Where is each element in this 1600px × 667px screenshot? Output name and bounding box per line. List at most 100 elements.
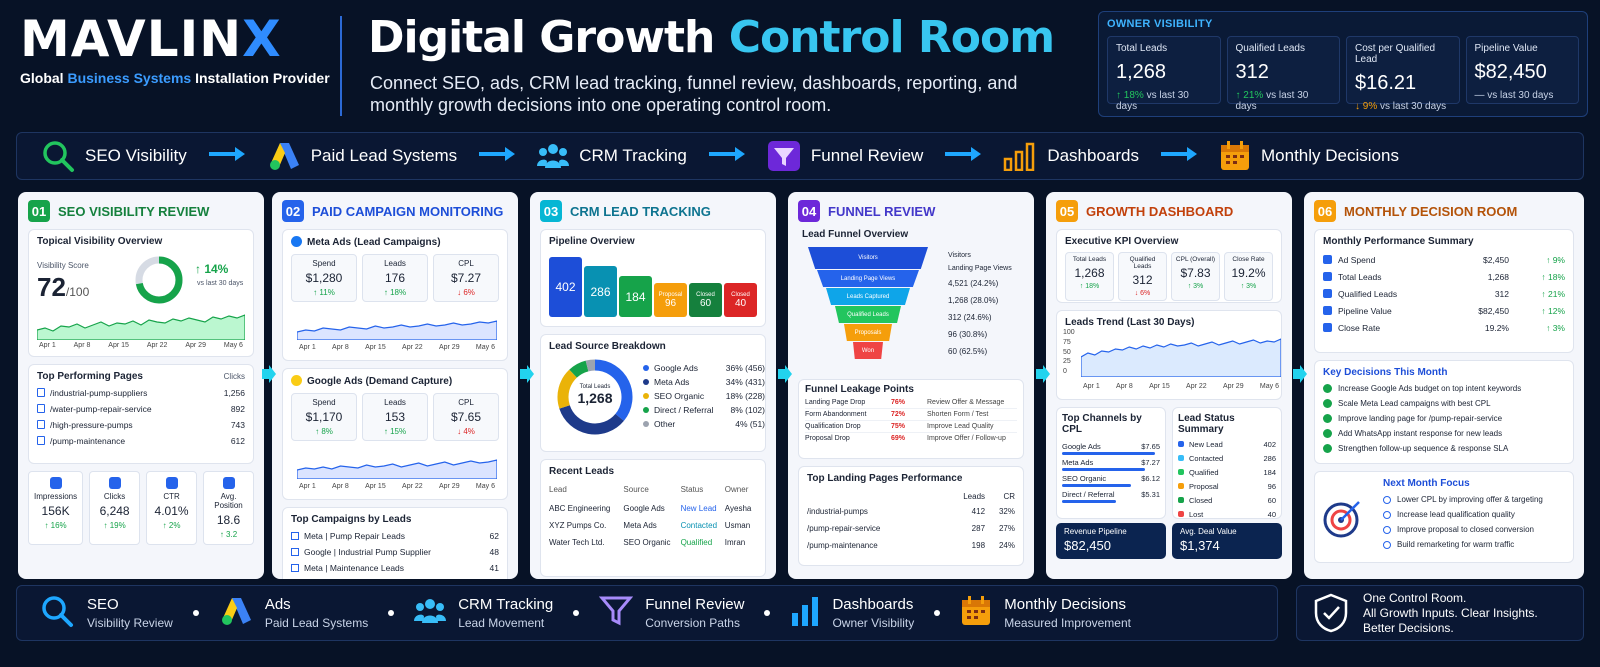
lead-funnel-panel: Lead Funnel Overview Visitors Landing Pag… xyxy=(798,229,1024,379)
metric-label: Leads xyxy=(384,398,406,407)
landing-page: /industrial-pumps xyxy=(807,507,868,516)
date-tick: Apr 15 xyxy=(365,483,386,490)
kpi-delta-value: ↑ 18% xyxy=(1116,90,1144,101)
focus-item: Increase lead qualification quality xyxy=(1383,507,1565,522)
kpi-delta-value: — xyxy=(1474,90,1485,101)
decision-text: Increase Google Ads budget on top intent… xyxy=(1338,384,1522,393)
separator-dot xyxy=(388,610,395,616)
card-number: 02 xyxy=(282,200,304,222)
summary-delta: ↑ 18% xyxy=(1541,271,1565,282)
funnel-stage-label: Landing Page Views xyxy=(840,275,896,282)
recent-leads-table: Lead Source Status Owner ABC Engineering Goog… xyxy=(549,483,757,551)
card-number: 06 xyxy=(1314,200,1336,222)
summary-label-wrap: Ad Spend xyxy=(1323,254,1443,265)
bottom-item-title: CRM Tracking xyxy=(458,596,554,613)
owner-kpi-card: Total Leads 1,268 ↑ 18% vs last 30 days xyxy=(1107,36,1221,112)
lead-cell: ABC Engineering xyxy=(549,504,611,513)
page-path: /industrial-pump-suppliers xyxy=(50,388,148,398)
bottom-item-title: Monthly Decisions xyxy=(1004,596,1126,613)
lead-cell: Qualified xyxy=(680,538,713,547)
revenue-pipeline-tile: Revenue Pipeline $82,450 xyxy=(1056,523,1166,559)
page-clicks: 892 xyxy=(230,404,245,414)
table-row[interactable]: Meta | Maintenance Leads 41 xyxy=(291,560,499,576)
y-tick: 100 xyxy=(1063,329,1075,336)
donut-slice xyxy=(569,360,589,378)
leak-action: Shorten Form / Test xyxy=(927,411,989,418)
monthly-summary-panel: Monthly Performance Summary Ad Spend $2,4… xyxy=(1314,229,1574,353)
status-label: Proposal xyxy=(1189,481,1219,491)
connector-arrow-icon xyxy=(520,365,534,383)
exec-kpi-tile: Total Leads 1,268 ↑ 18% xyxy=(1065,252,1114,301)
table-row[interactable]: Google | Industrial Pump Supplier 48 xyxy=(291,544,499,560)
channel-row: Meta Ads $7.27 xyxy=(1062,455,1160,468)
calendar-icon xyxy=(1219,140,1251,172)
table-row[interactable]: /pump-maintenance 198 24% xyxy=(807,537,1015,554)
kpi-delta: ↑ 21% vs last 30 days xyxy=(1236,90,1332,112)
kpi-label: Pipeline Value xyxy=(1474,43,1538,54)
page-link[interactable]: /industrial-pump-suppliers xyxy=(37,388,147,398)
kpi-value: $82,450 xyxy=(1474,61,1547,83)
legend-row: Meta Ads 34% (431) xyxy=(643,375,765,389)
channel-name: Direct / Referral xyxy=(1062,490,1115,499)
legend-row: Google Ads 36% (456) xyxy=(643,361,765,375)
page-link[interactable]: /water-pump-repair-service xyxy=(37,404,152,414)
connector-arrow-icon xyxy=(1036,365,1050,383)
kpi-value: 18.6 xyxy=(216,513,241,527)
panel-title: Key Decisions This Month xyxy=(1323,367,1448,378)
stage-value: 40 xyxy=(734,297,747,309)
bottom-item: Monthly Decisions Measured Improvement xyxy=(960,595,1131,632)
card-seo-visibility-review: 01 SEO VISIBILITY REVIEW Topical Visibili… xyxy=(18,192,264,579)
channel-cpl: $5.31 xyxy=(1141,490,1160,499)
panel-title: Pipeline Overview xyxy=(549,236,635,247)
page-link[interactable]: /pump-maintenance xyxy=(37,436,125,446)
table-row[interactable]: Meta | Pump Repair Leads 62 xyxy=(291,528,499,544)
table-row[interactable]: ABC Engineering Google Ads New Lead Ayesha xyxy=(549,500,757,517)
page-link[interactable]: /high-pressure-pumps xyxy=(37,420,133,430)
kpi-label: CPL (Overall) xyxy=(1175,256,1216,263)
funnel-stage-value: 60 (62.5%) xyxy=(948,347,988,356)
leads-trend-panel: Leads Trend (Last 30 Days) 100 75 50 25 0 Ap… xyxy=(1056,310,1282,400)
funnel-stage-label: Visitors xyxy=(858,255,878,261)
key-decisions-panel: Key Decisions This Month Increase Google… xyxy=(1314,360,1574,464)
search-icon xyxy=(39,593,75,634)
landing-pages-table: Leads CR/industrial-pumps 412 32%/pump-repa… xyxy=(807,490,1015,554)
date-tick: May 6 xyxy=(223,342,243,349)
separator-dot xyxy=(934,610,941,616)
focus-text: Improve proposal to closed conversion xyxy=(1397,525,1534,534)
bottom-item-text: Funnel Review Conversion Paths xyxy=(645,596,744,630)
panel-title: Executive KPI Overview xyxy=(1065,236,1179,247)
bottom-item-text: CRM Tracking Lead Movement xyxy=(458,596,553,630)
metric-label: CPL xyxy=(458,398,474,407)
date-tick: Apr 8 xyxy=(332,483,349,490)
channel-name: Google Ads xyxy=(1062,442,1101,451)
table-row[interactable]: /industrial-pumps 412 32% xyxy=(807,503,1015,520)
legend-dot xyxy=(643,379,649,385)
status-count: 40 xyxy=(1267,509,1276,519)
visibility-score-ring xyxy=(135,256,183,304)
table-row[interactable]: XYZ Pumps Co. Meta Ads Contacted Usman xyxy=(549,517,757,534)
y-tick: 50 xyxy=(1063,348,1071,356)
pipeline-stage: 286 xyxy=(584,266,617,317)
score-label: Visibility Score xyxy=(37,261,89,270)
kpi-value: $7.83 xyxy=(1180,266,1211,280)
campaign-leads: 62 xyxy=(489,531,499,541)
date-tick: Apr 22 xyxy=(1186,383,1207,390)
table-row[interactable]: Water Tech Ltd. SEO Organic Qualified Imran xyxy=(549,534,757,551)
exec-kpi-tile: Qualified Leads 312 ↓ 6% xyxy=(1118,252,1167,301)
legend-dot xyxy=(643,365,649,371)
summary-label-wrap: Total Leads xyxy=(1323,271,1443,282)
flow-step: Dashboards xyxy=(1003,141,1139,171)
leak-action: Improve Lead Quality xyxy=(927,423,994,430)
bottom-item-title: Funnel Review xyxy=(645,596,745,613)
kpi-label: Qualified Leads xyxy=(1235,43,1306,54)
landing-leads: 287 xyxy=(971,524,986,533)
separator-dot xyxy=(192,610,199,616)
panel-title: Meta Ads (Lead Campaigns) xyxy=(291,236,499,248)
flow-step: SEO Visibility xyxy=(41,139,187,173)
campaign-name: Google | Industrial Pump Supplier xyxy=(304,547,431,557)
trend-dates: Apr 1 Apr 8 Apr 15 Apr 22 Apr 29 May 6 xyxy=(39,342,243,349)
funnel-icon xyxy=(767,140,801,172)
table-row[interactable]: /pump-repair-service 287 27% xyxy=(807,520,1015,537)
date-tick: Apr 8 xyxy=(1116,383,1133,390)
table-row: /water-pump-repair-service 892 xyxy=(37,401,245,417)
